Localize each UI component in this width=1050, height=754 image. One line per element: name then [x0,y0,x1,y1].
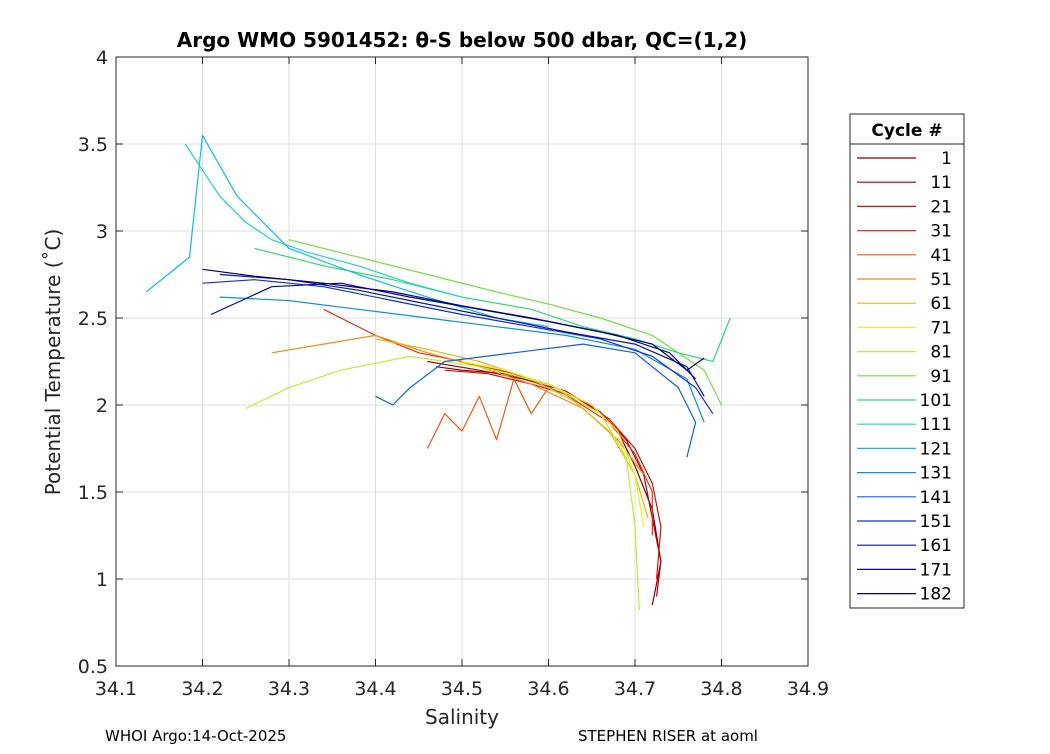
series-line-cycle-41 [426,378,550,449]
legend-entry-label: 11 [930,173,952,193]
x-tick-label: 34.6 [527,678,569,700]
y-tick-label: 4 [96,47,108,69]
x-tick-label: 34.5 [441,678,483,700]
legend-entry-label: 111 [920,415,952,435]
legend-entry-label: 161 [920,536,952,556]
x-tick-label: 34.2 [181,678,223,700]
series-line-cycle-81 [245,355,640,611]
legend-entry-label: 121 [920,439,952,459]
series-line-cycle-161 [219,273,705,397]
legend-entry-label: 71 [930,318,952,338]
x-tick-label: 34.3 [268,678,310,700]
chart-title: Argo WMO 5901452: θ-S below 500 dbar, QC… [177,28,747,52]
series-line-cycle-101 [254,247,731,363]
series-line-cycle-71 [461,360,645,527]
series-line-cycle-91 [288,239,723,406]
legend-entry-label: 31 [930,222,952,242]
legend-entry-label: 101 [920,391,952,411]
x-tick-label: 34.8 [700,678,742,700]
y-tick-label: 1.5 [78,482,108,504]
series-line-cycle-31 [323,308,653,536]
series-line-cycle-121 [145,134,549,328]
footer-left: WHOI Argo:14-Oct-2025 [105,727,286,745]
series-line-cycle-151 [202,279,714,415]
legend-entry-label: 51 [930,270,952,290]
series-line-cycle-182 [202,268,705,371]
series-line-cycle-21 [444,369,662,580]
legend-entry-label: 151 [920,512,952,532]
legend-title: Cycle # [871,121,942,141]
legend-entry-label: 21 [930,197,952,217]
legend-entry-label: 141 [920,488,952,508]
series-line-cycle-111 [184,143,463,298]
y-tick-label: 2 [96,395,108,417]
y-axis-label: Potential Temperature (˚C) [41,229,65,496]
y-tick-label: 0.5 [78,656,108,678]
legend-entry-label: 81 [930,343,952,363]
series-line-cycle-141 [375,343,697,458]
legend-entry-label: 61 [930,294,952,314]
legend-entry-label: 131 [920,464,952,484]
legend-entry-label: 182 [920,585,952,605]
legend-entry-label: 91 [930,367,952,387]
y-tick-label: 3 [96,221,108,243]
y-tick-label: 2.5 [78,308,108,330]
legend-entry-label: 41 [930,246,952,266]
x-tick-label: 34.7 [614,678,656,700]
x-tick-label: 34.1 [95,678,137,700]
x-axis-label: Salinity [425,705,499,729]
legend-entry-label: 171 [920,560,952,580]
legend-box [849,113,965,609]
y-tick-label: 1 [96,569,108,591]
x-tick-label: 34.9 [787,678,829,700]
legend-entry-label: 1 [941,149,952,169]
footer-right: STEPHEN RISER at aoml [578,727,758,745]
series-line-cycle-61 [375,338,649,519]
y-tick-label: 3.5 [78,134,108,156]
x-tick-label: 34.4 [354,678,396,700]
legend: Cycle # 11121314151617181911011111211311… [849,113,965,609]
